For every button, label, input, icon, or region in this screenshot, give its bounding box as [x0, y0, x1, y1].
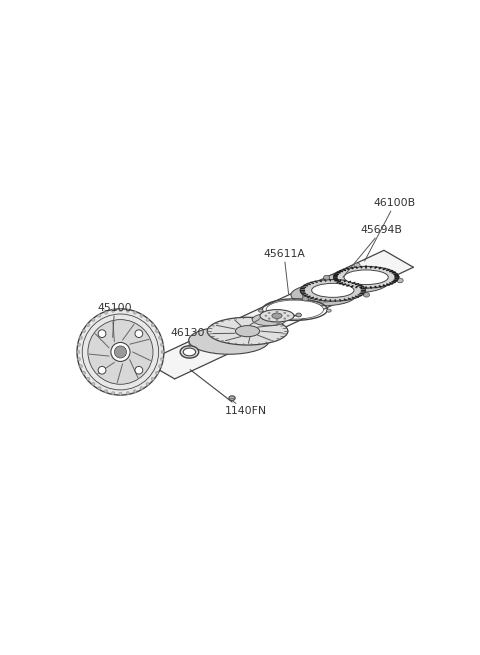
Ellipse shape	[326, 309, 331, 312]
Ellipse shape	[151, 324, 154, 327]
Text: 45694B: 45694B	[343, 225, 403, 277]
Ellipse shape	[158, 336, 162, 339]
Ellipse shape	[236, 326, 260, 337]
Ellipse shape	[302, 288, 345, 302]
Ellipse shape	[276, 319, 278, 320]
Ellipse shape	[291, 284, 356, 306]
Ellipse shape	[77, 343, 81, 346]
Ellipse shape	[252, 314, 286, 326]
Ellipse shape	[151, 377, 154, 381]
Ellipse shape	[324, 271, 389, 293]
Ellipse shape	[92, 318, 95, 322]
Ellipse shape	[397, 278, 403, 283]
Ellipse shape	[98, 314, 101, 317]
Ellipse shape	[111, 392, 115, 395]
Ellipse shape	[207, 317, 288, 345]
Ellipse shape	[105, 390, 108, 393]
Ellipse shape	[312, 284, 354, 297]
Text: 45611A: 45611A	[263, 249, 305, 294]
Ellipse shape	[79, 365, 83, 368]
Text: 46100B: 46100B	[365, 198, 416, 261]
Ellipse shape	[146, 383, 149, 386]
Text: 46130: 46130	[171, 328, 205, 346]
Ellipse shape	[140, 386, 143, 390]
Ellipse shape	[268, 318, 270, 320]
Ellipse shape	[296, 313, 301, 317]
Ellipse shape	[87, 377, 90, 381]
Ellipse shape	[135, 366, 143, 374]
Ellipse shape	[160, 358, 164, 361]
Ellipse shape	[334, 274, 378, 290]
Text: 1140FN: 1140FN	[225, 400, 267, 416]
Ellipse shape	[133, 311, 136, 314]
Ellipse shape	[324, 275, 330, 280]
Ellipse shape	[266, 300, 324, 319]
Ellipse shape	[268, 312, 270, 314]
Ellipse shape	[77, 309, 164, 395]
Ellipse shape	[119, 392, 122, 396]
Ellipse shape	[284, 312, 286, 314]
Ellipse shape	[340, 284, 347, 289]
Ellipse shape	[105, 311, 108, 314]
Ellipse shape	[133, 390, 136, 393]
Ellipse shape	[87, 324, 90, 327]
Ellipse shape	[135, 330, 143, 337]
Ellipse shape	[334, 267, 399, 288]
Ellipse shape	[265, 315, 267, 316]
Ellipse shape	[302, 296, 309, 301]
Ellipse shape	[77, 358, 81, 361]
Ellipse shape	[111, 343, 130, 362]
Ellipse shape	[126, 392, 129, 395]
Ellipse shape	[354, 263, 360, 268]
Ellipse shape	[140, 314, 143, 317]
Text: 45100: 45100	[97, 303, 132, 337]
Ellipse shape	[88, 320, 153, 384]
Ellipse shape	[92, 383, 95, 386]
Ellipse shape	[287, 315, 289, 316]
Ellipse shape	[111, 309, 115, 312]
Ellipse shape	[98, 330, 106, 337]
Ellipse shape	[119, 309, 122, 312]
Ellipse shape	[180, 346, 199, 358]
Ellipse shape	[258, 309, 263, 312]
Ellipse shape	[126, 309, 129, 312]
Ellipse shape	[272, 313, 282, 318]
Ellipse shape	[260, 310, 294, 322]
Ellipse shape	[77, 350, 80, 354]
Ellipse shape	[158, 365, 162, 368]
Ellipse shape	[79, 336, 83, 339]
Ellipse shape	[183, 348, 196, 356]
Ellipse shape	[161, 350, 164, 354]
Ellipse shape	[83, 371, 85, 375]
Ellipse shape	[146, 318, 149, 322]
Ellipse shape	[276, 311, 278, 312]
Ellipse shape	[83, 329, 85, 333]
Ellipse shape	[98, 386, 101, 390]
Ellipse shape	[344, 270, 388, 284]
Ellipse shape	[300, 280, 365, 301]
Ellipse shape	[160, 343, 164, 346]
Ellipse shape	[284, 318, 286, 320]
Ellipse shape	[189, 327, 269, 354]
Ellipse shape	[229, 396, 235, 400]
Ellipse shape	[98, 366, 106, 374]
Ellipse shape	[363, 293, 370, 297]
Ellipse shape	[156, 371, 158, 375]
Ellipse shape	[114, 346, 127, 358]
Polygon shape	[145, 250, 413, 379]
Ellipse shape	[156, 329, 158, 333]
